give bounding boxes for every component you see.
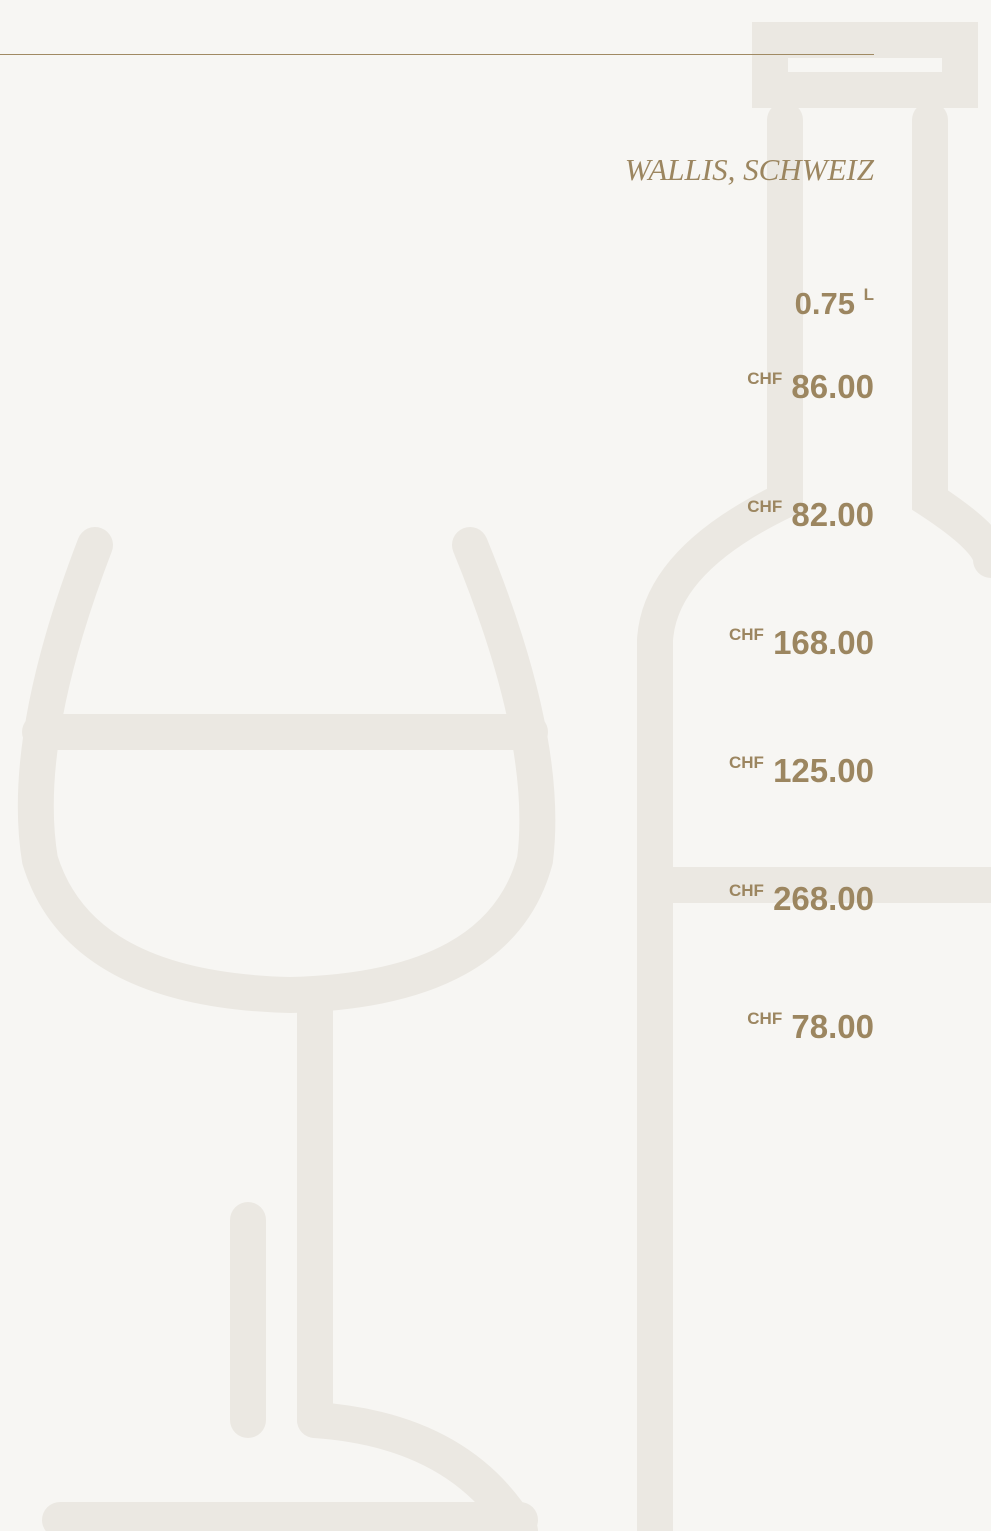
amount: 268.00 xyxy=(773,880,874,917)
currency: CHF xyxy=(729,881,764,900)
page: WALLIS, SCHWEIZ 0.75 L CHF 86.00CHF 82.0… xyxy=(0,0,991,1531)
currency: CHF xyxy=(729,753,764,772)
currency: CHF xyxy=(747,369,782,388)
amount: 78.00 xyxy=(791,1008,874,1045)
volume-amount: 0.75 xyxy=(795,286,855,321)
currency: CHF xyxy=(747,497,782,516)
price: CHF 82.00 xyxy=(747,496,874,534)
volume-unit: L xyxy=(864,285,874,304)
price: CHF 78.00 xyxy=(747,1008,874,1046)
price: CHF 168.00 xyxy=(729,624,874,662)
currency: CHF xyxy=(747,1009,782,1028)
amount: 168.00 xyxy=(773,624,874,661)
divider xyxy=(0,54,874,55)
amount: 86.00 xyxy=(791,368,874,405)
price: CHF 125.00 xyxy=(729,752,874,790)
region-heading: WALLIS, SCHWEIZ xyxy=(625,152,874,188)
price: CHF 268.00 xyxy=(729,880,874,918)
amount: 82.00 xyxy=(791,496,874,533)
volume-header: 0.75 L xyxy=(795,285,874,322)
currency: CHF xyxy=(729,625,764,644)
price: CHF 86.00 xyxy=(747,368,874,406)
amount: 125.00 xyxy=(773,752,874,789)
